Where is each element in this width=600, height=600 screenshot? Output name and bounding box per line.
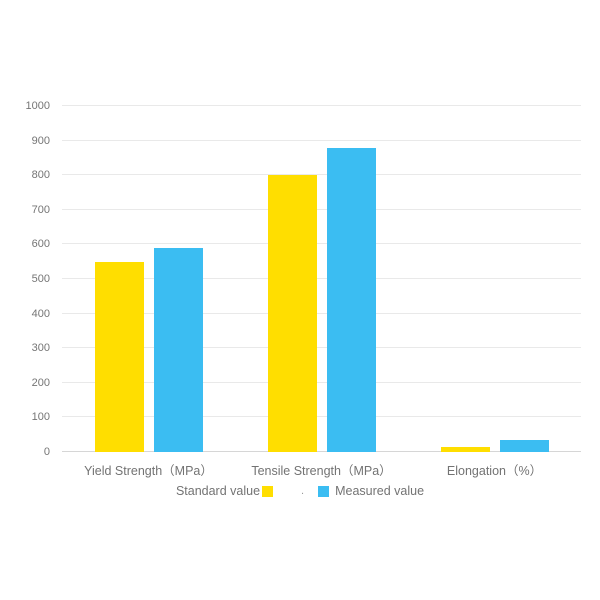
y-tick-label-0: 0 <box>43 446 50 458</box>
legend-item-standard-value: Standard value <box>175 484 274 498</box>
y-tick-label-200: 200 <box>31 376 50 389</box>
y-tick-label-600: 600 <box>31 238 50 251</box>
y-tick-label-400: 400 <box>31 307 50 320</box>
category-label-0: Yield Strength（MPa） <box>84 464 213 478</box>
y-tick-label-900: 900 <box>31 134 50 147</box>
bar-standard-value-category-1 <box>267 175 317 452</box>
legend-swatch-standard-value <box>262 485 274 497</box>
y-tick-label-700: 700 <box>31 203 50 216</box>
gridline-200 <box>62 381 581 383</box>
bar-measured-value-category-1 <box>326 147 376 452</box>
legend-separator-dot: . <box>301 485 305 497</box>
gridline-300 <box>62 347 581 349</box>
y-tick-label-100: 100 <box>31 411 50 424</box>
legend-label-standard-value: Standard value <box>175 484 261 498</box>
plot-area <box>62 105 581 452</box>
y-tick-label-800: 800 <box>31 169 50 182</box>
category-label-2: Elongation（%） <box>446 464 543 478</box>
gridline-900 <box>62 139 581 141</box>
legend: Standard value . Measured value <box>0 484 600 498</box>
legend-item-measured-value: Measured value <box>318 484 424 498</box>
legend-swatch-measured-value <box>318 485 330 497</box>
gridline-500 <box>62 278 581 279</box>
gridline-700 <box>62 208 581 210</box>
y-tick-label-1000: 1000 <box>25 100 50 112</box>
gridline-1000 <box>62 105 581 106</box>
gridline-100 <box>62 416 581 418</box>
gridline-600 <box>62 243 581 245</box>
gridline-400 <box>62 312 581 314</box>
bar-measured-value-category-0 <box>153 247 203 452</box>
legend-label-measured-value: Measured value <box>335 484 425 498</box>
bar-measured-value-category-2 <box>499 439 549 452</box>
bar-standard-value-category-0 <box>94 261 144 452</box>
bar-standard-value-category-2 <box>440 446 490 452</box>
gridline-800 <box>62 174 581 176</box>
y-tick-label-300: 300 <box>31 342 50 355</box>
category-label-1: Tensile Strength（MPa） <box>251 464 392 478</box>
y-tick-label-500: 500 <box>31 273 50 285</box>
gridline-0 <box>62 451 581 452</box>
